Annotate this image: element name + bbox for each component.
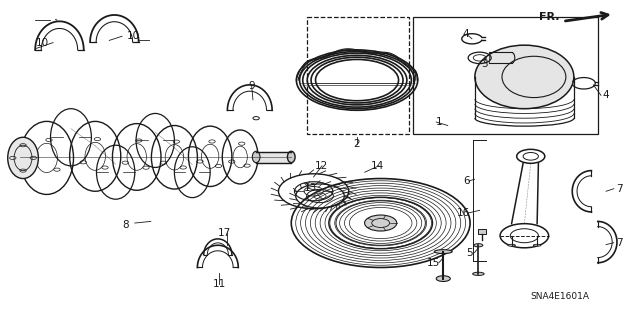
- Text: 10: 10: [36, 38, 49, 48]
- Text: 8: 8: [122, 219, 129, 230]
- Text: 5: 5: [467, 248, 473, 257]
- Ellipse shape: [475, 45, 574, 109]
- Text: 2: 2: [354, 139, 360, 149]
- Circle shape: [365, 215, 397, 231]
- Ellipse shape: [436, 276, 451, 281]
- Bar: [413, 17, 598, 134]
- Ellipse shape: [435, 250, 452, 254]
- Ellipse shape: [533, 244, 541, 246]
- Text: 12: 12: [316, 161, 328, 171]
- Text: 10: 10: [127, 31, 140, 41]
- Ellipse shape: [8, 137, 38, 179]
- Ellipse shape: [287, 151, 295, 163]
- Text: 1: 1: [436, 117, 443, 127]
- Text: 7: 7: [616, 184, 622, 194]
- Text: 4: 4: [603, 90, 609, 100]
- Text: 6: 6: [463, 176, 470, 186]
- Ellipse shape: [472, 272, 484, 275]
- Ellipse shape: [474, 244, 483, 247]
- Text: 7: 7: [616, 238, 622, 248]
- Text: FR.: FR.: [539, 12, 559, 22]
- Bar: [307, 17, 410, 134]
- Bar: [478, 229, 486, 234]
- Text: 16: 16: [457, 208, 470, 218]
- Text: SNA4E1601A: SNA4E1601A: [530, 292, 589, 300]
- Text: 4: 4: [463, 29, 470, 39]
- Text: 13: 13: [304, 183, 317, 193]
- Text: 17: 17: [218, 227, 231, 238]
- Ellipse shape: [508, 244, 515, 246]
- Text: 15: 15: [427, 258, 440, 268]
- Text: 3: 3: [481, 59, 488, 69]
- Text: 14: 14: [371, 161, 384, 171]
- Text: 9: 9: [248, 81, 255, 91]
- Ellipse shape: [252, 151, 260, 163]
- Text: 11: 11: [212, 279, 226, 289]
